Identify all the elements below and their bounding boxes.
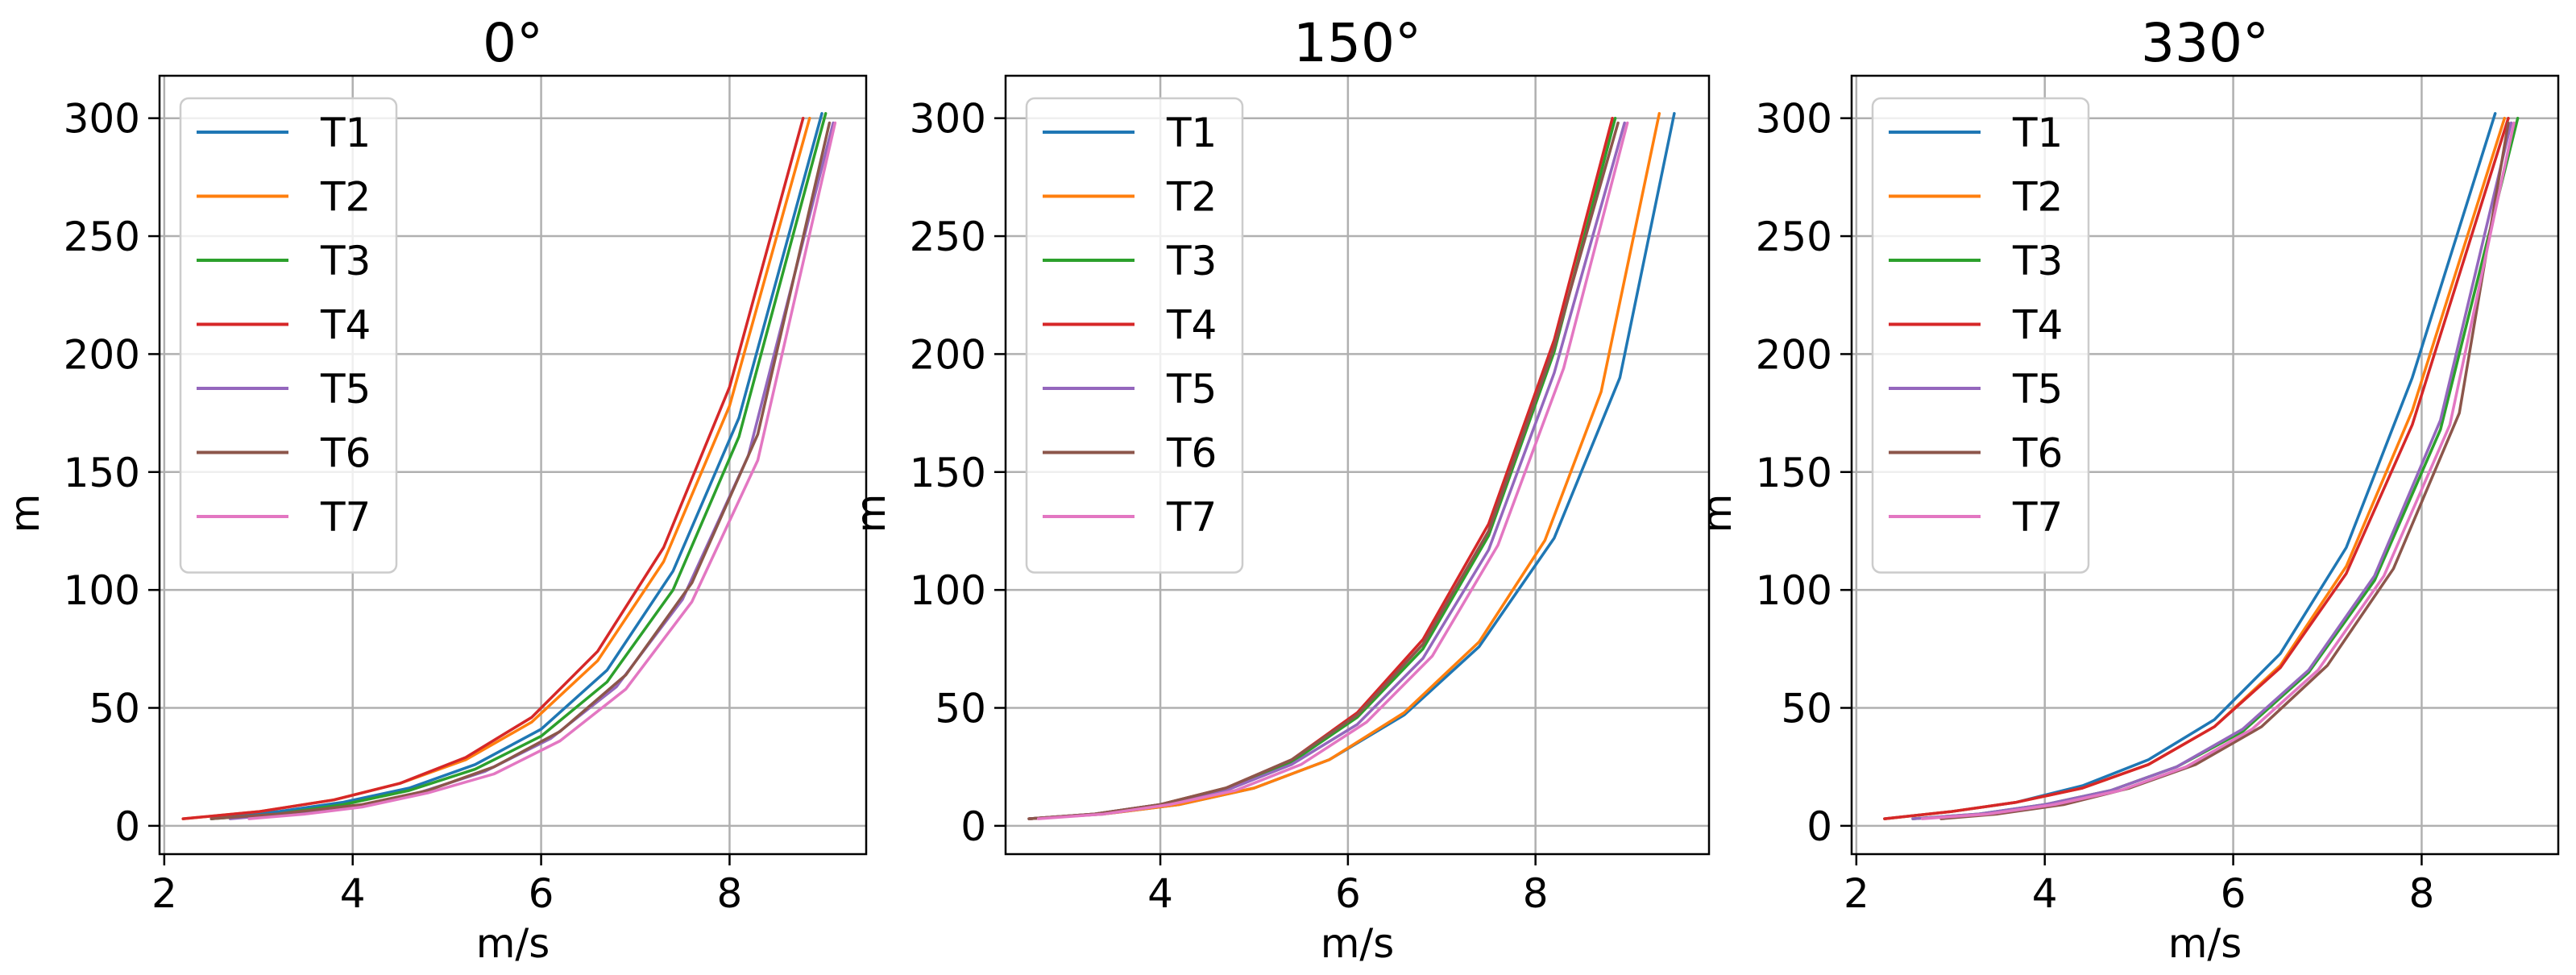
x-tick-label: 8: [1523, 870, 1549, 917]
chart-title: 330°: [2141, 12, 2269, 74]
x-tick-label: 6: [529, 870, 554, 917]
legend-label-t1: T1: [1166, 110, 1217, 156]
legend-label-t6: T6: [1166, 430, 1217, 477]
axes-frame: [1850, 74, 2560, 856]
legend-label-t2: T2: [2012, 174, 2063, 221]
legend-label-t3: T3: [320, 238, 371, 284]
legend-label-t1: T1: [2012, 110, 2063, 156]
legend-label-t7: T7: [2012, 494, 2063, 541]
legend-label-t1: T1: [320, 110, 371, 156]
y-tick-label: 250: [1756, 214, 1832, 260]
legend: T1 T2 T3 T4 T5 T6 T7: [1871, 97, 2090, 574]
legend-label-t6: T6: [320, 430, 371, 477]
legend-label-t7: T7: [320, 494, 371, 541]
x-tick-label: 4: [2032, 870, 2058, 917]
subplot-330deg: 2 4 6 8 0 50 100 150 200 250 300 330° m/s m T1 T2 T3 T4 T5…: [1694, 12, 2560, 967]
x-tick-label: 2: [1844, 870, 1869, 917]
y-tick-label: 300: [1756, 96, 1832, 143]
y-tick-label: 300: [910, 96, 986, 143]
y-tick-label: 0: [960, 803, 986, 850]
y-tick-label: 150: [64, 450, 140, 496]
x-tick-label: 8: [717, 870, 743, 917]
x-axis-label: m/s: [476, 920, 550, 967]
y-tick-label: 200: [64, 331, 140, 378]
legend-label-t3: T3: [1166, 238, 1217, 284]
subplot-150deg: 4 6 8050100150200250300150°m/smT1T2T3T4T5T…: [848, 12, 1711, 967]
y-tick-label: 50: [1781, 686, 1832, 732]
y-tick-label: 0: [1807, 803, 1832, 850]
legend: T1 T2 T3 T4 T5 T6 T7: [1025, 97, 1244, 574]
y-tick-label: 250: [64, 214, 140, 260]
series-line-t7: [1036, 121, 1629, 820]
legend-label-t4: T4: [2012, 302, 2063, 349]
series-line-t1: [209, 112, 823, 820]
y-tick-label: 0: [114, 803, 140, 850]
series-line-t4: [181, 116, 805, 820]
legend-label-t5: T5: [2012, 366, 2063, 413]
y-tick-label: 150: [910, 450, 986, 496]
chart-title: 150°: [1293, 12, 1421, 74]
y-axis-label: m: [2, 494, 48, 533]
y-tick-label: 50: [935, 686, 986, 732]
y-tick-label: 300: [64, 96, 140, 143]
y-tick-label: 50: [89, 686, 140, 732]
series-line-t7: [1920, 121, 2516, 820]
y-tick-label: 100: [1756, 567, 1832, 614]
y-tick-label: 250: [910, 214, 986, 260]
legend-label-t2: T2: [320, 174, 371, 221]
y-tick-label: 200: [910, 331, 986, 378]
legend-label-t4: T4: [1166, 302, 1217, 349]
axes-frame: [158, 74, 868, 856]
y-axis-label: m: [1694, 494, 1740, 533]
legend-label-t4: T4: [320, 302, 371, 349]
x-tick-label: 6: [2221, 870, 2246, 917]
legend-label-t5: T5: [320, 366, 371, 413]
legend: T1 T2 T3 T4 T5 T6 T7: [179, 97, 398, 574]
y-tick-label: 100: [910, 567, 986, 614]
x-tick-label: 4: [340, 870, 366, 917]
x-tick-label: 8: [2409, 870, 2435, 917]
series-line-t6: [209, 121, 832, 820]
legend-label-t3: T3: [2012, 238, 2063, 284]
x-tick-label: 4: [1147, 870, 1173, 917]
x-axis-label: m/s: [2168, 920, 2242, 967]
y-tick-label: 200: [1756, 331, 1832, 378]
y-tick-label: 100: [64, 567, 140, 614]
y-axis-label: m: [848, 494, 894, 533]
series-line-t7: [247, 121, 837, 820]
legend-label-t5: T5: [1166, 366, 1217, 413]
subplot-0deg: 2 4 6 8 0 50 100 150 200 250 300 0° m/s m T1 T2 T3 T4 T5 T6…: [2, 12, 868, 967]
x-axis-label: m/s: [1321, 920, 1395, 967]
legend-label-t6: T6: [2012, 430, 2063, 477]
legend-label-t7: T7: [1166, 494, 1217, 541]
x-tick-label: 6: [1335, 870, 1361, 917]
y-tick-label: 150: [1756, 450, 1832, 496]
axes-frame: [1004, 74, 1711, 856]
chart-title: 0°: [483, 12, 543, 74]
series-line-t4: [1883, 116, 2510, 820]
legend-label-t2: T2: [1166, 174, 1217, 221]
x-tick-label: 2: [151, 870, 177, 917]
